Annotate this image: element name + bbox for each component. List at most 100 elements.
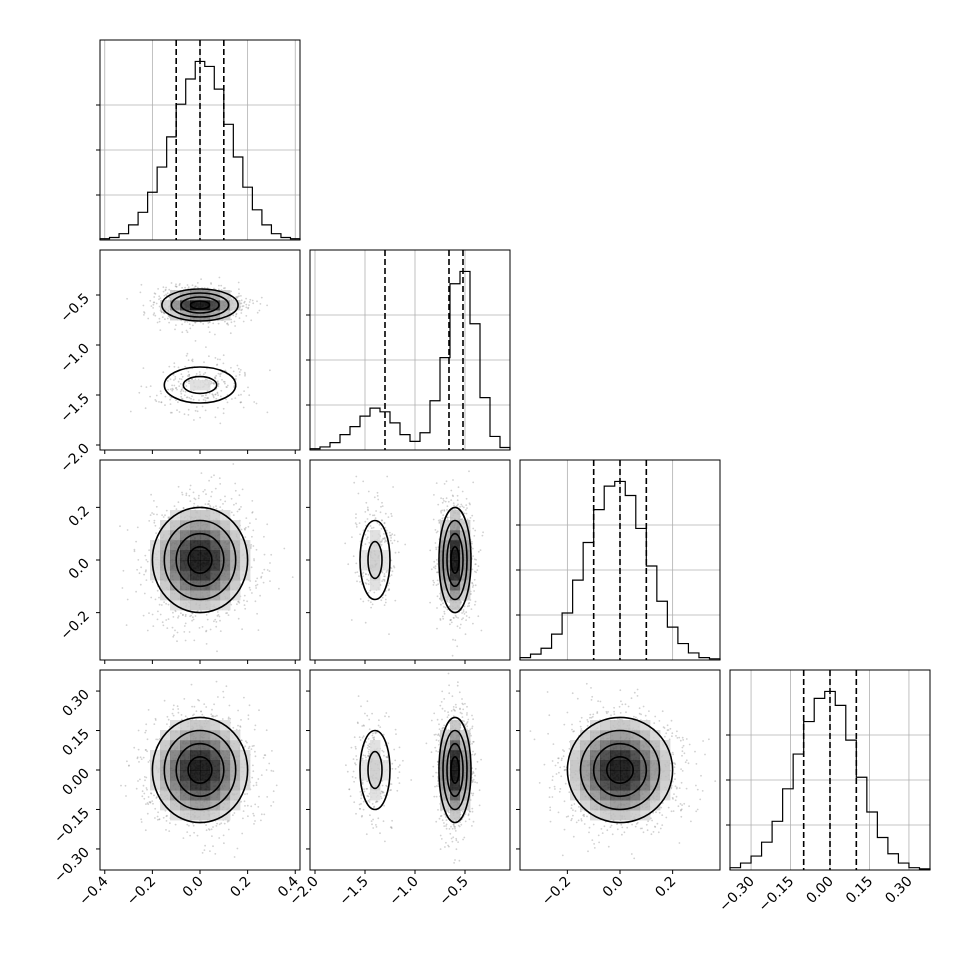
scatter-point bbox=[139, 291, 142, 294]
scatter-point bbox=[443, 606, 445, 608]
scatter-point bbox=[193, 497, 196, 500]
scatter-point bbox=[202, 398, 205, 401]
density-cell bbox=[220, 550, 231, 561]
scatter-point bbox=[165, 619, 168, 621]
scatter-point bbox=[155, 302, 158, 305]
scatter-point bbox=[255, 402, 258, 405]
joint-panel-0-3 bbox=[96, 669, 301, 874]
scatter-point bbox=[453, 508, 456, 510]
scatter-point bbox=[250, 748, 253, 750]
scatter-point bbox=[245, 306, 248, 309]
scatter-point bbox=[473, 558, 476, 561]
scatter-point bbox=[208, 331, 211, 333]
scatter-point bbox=[252, 529, 255, 532]
scatter-point bbox=[452, 638, 454, 641]
scatter-point bbox=[270, 553, 273, 556]
scatter-point bbox=[169, 411, 172, 414]
density-cell bbox=[360, 550, 371, 561]
scatter-point bbox=[202, 394, 205, 397]
scatter-point bbox=[203, 703, 206, 705]
scatter-point bbox=[461, 518, 463, 520]
scatter-point bbox=[180, 714, 183, 716]
density-cell bbox=[240, 550, 251, 561]
scatter-point bbox=[153, 723, 156, 725]
scatter-point bbox=[166, 715, 169, 718]
density-cell bbox=[180, 550, 191, 561]
scatter-point bbox=[190, 614, 193, 617]
density-cell bbox=[190, 550, 201, 561]
scatter-point bbox=[220, 372, 222, 375]
scatter-point bbox=[263, 568, 266, 571]
scatter-point bbox=[382, 578, 385, 581]
scatter-point bbox=[181, 331, 184, 334]
scatter-point bbox=[160, 604, 163, 606]
scatter-point bbox=[176, 409, 178, 412]
scatter-point bbox=[245, 517, 248, 519]
density-cell bbox=[230, 570, 241, 581]
scatter-point bbox=[217, 394, 220, 397]
scatter-point bbox=[237, 394, 240, 397]
scatter-point bbox=[394, 599, 397, 602]
scatter-point bbox=[197, 505, 199, 507]
scatter-point bbox=[153, 312, 156, 315]
density-cell bbox=[450, 580, 461, 591]
scatter-point bbox=[235, 312, 238, 315]
scatter-point bbox=[174, 328, 176, 331]
scatter-point bbox=[212, 395, 215, 397]
scatter-point bbox=[378, 523, 381, 526]
scatter-point bbox=[397, 551, 400, 554]
scatter-point bbox=[265, 769, 268, 771]
density-cell bbox=[170, 300, 181, 311]
scatter-point bbox=[446, 518, 449, 521]
scatter-point bbox=[223, 287, 225, 290]
scatter-point bbox=[347, 563, 350, 566]
density-cell bbox=[170, 570, 181, 581]
scatter-point bbox=[204, 399, 207, 402]
scatter-point bbox=[441, 517, 444, 520]
scatter-point bbox=[173, 379, 175, 381]
scatter-point bbox=[222, 412, 225, 415]
scatter-point bbox=[364, 621, 367, 624]
scatter-point bbox=[225, 386, 228, 388]
histogram-frame-0 bbox=[99, 39, 301, 241]
scatter-point bbox=[233, 320, 236, 323]
scatter-point bbox=[144, 407, 147, 410]
scatter-point bbox=[191, 284, 194, 287]
scatter-point bbox=[183, 631, 186, 633]
scatter-point bbox=[191, 378, 193, 381]
contour-1-1 bbox=[359, 519, 391, 601]
density-cell bbox=[450, 520, 461, 531]
scatter-point bbox=[460, 601, 463, 604]
scatter-point bbox=[145, 559, 148, 561]
scatter-point bbox=[184, 622, 187, 625]
scatter-point bbox=[183, 413, 186, 416]
scatter-point bbox=[168, 315, 171, 317]
scatter-point bbox=[176, 631, 179, 634]
scatter-point bbox=[176, 705, 179, 708]
scatter-point bbox=[260, 296, 263, 299]
density-cell bbox=[220, 520, 231, 531]
scatter-point bbox=[173, 505, 176, 507]
scatter-point bbox=[211, 491, 213, 493]
scatter-point bbox=[174, 610, 177, 613]
scatter-point bbox=[219, 483, 222, 485]
joint-content bbox=[120, 680, 278, 858]
scatter-point bbox=[178, 284, 181, 286]
scatter-point bbox=[433, 560, 436, 563]
scatter-point bbox=[244, 528, 246, 531]
scatter-point bbox=[152, 802, 154, 805]
scatter-point bbox=[155, 400, 158, 403]
scatter-point bbox=[243, 604, 246, 606]
scatter-point bbox=[376, 521, 379, 524]
scatter-point bbox=[240, 401, 243, 403]
scatter-point bbox=[156, 321, 159, 324]
scatter-point bbox=[187, 359, 190, 362]
scatter-point bbox=[174, 629, 176, 632]
scatter-point bbox=[362, 575, 364, 578]
scatter-point bbox=[472, 555, 474, 557]
joint-panel-1-2 bbox=[306, 459, 511, 664]
scatter-point bbox=[195, 285, 197, 288]
scatter-point bbox=[375, 510, 377, 512]
scatter-point bbox=[217, 696, 219, 698]
scatter-point bbox=[235, 502, 238, 505]
